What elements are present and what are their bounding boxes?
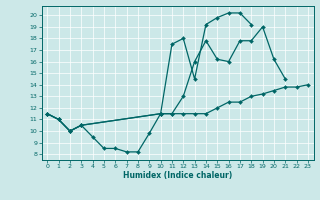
X-axis label: Humidex (Indice chaleur): Humidex (Indice chaleur)	[123, 171, 232, 180]
